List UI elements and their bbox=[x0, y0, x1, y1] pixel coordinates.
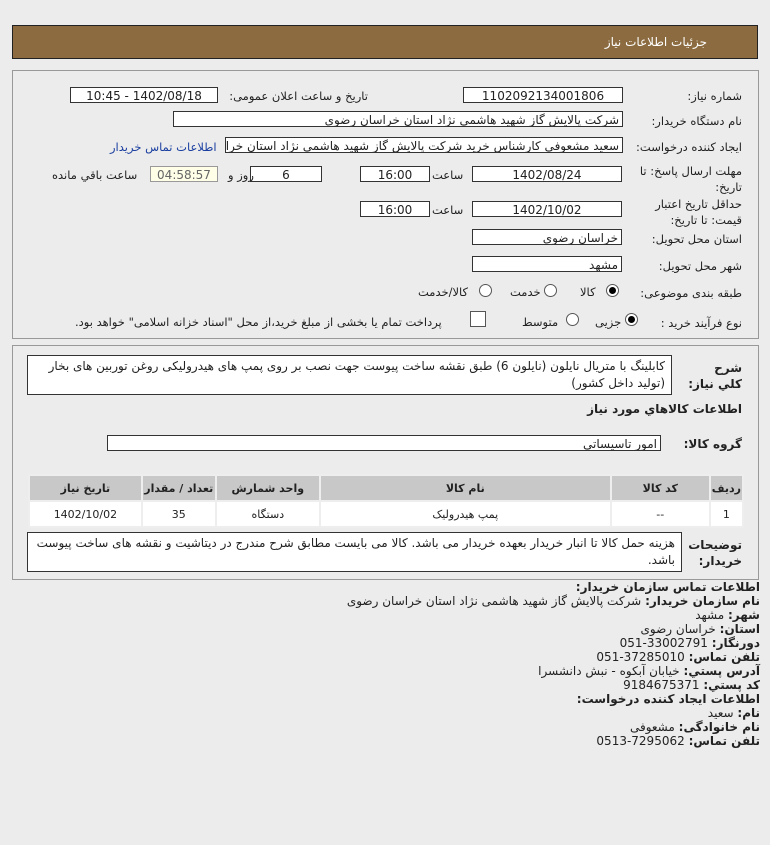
treasury-payment-checkbox[interactable] bbox=[470, 311, 486, 327]
cell-name: پمپ هیدرولیک bbox=[318, 500, 612, 528]
org-value: شرکت پالایش گاز شهید هاشمی نژاد استان خر… bbox=[346, 594, 642, 608]
col-code: کد کالا bbox=[609, 474, 711, 502]
announce-label: تاریخ و ساعت اعلان عمومی: bbox=[229, 89, 368, 103]
org-label: نام سازمان خریدار: bbox=[645, 594, 760, 608]
province-label: استان: bbox=[719, 622, 760, 636]
category-option-service: خدمت bbox=[510, 285, 541, 299]
notes-field: هزینه حمل کالا تا انبار خریدار بعهده خری… bbox=[27, 532, 682, 572]
fax-value: 051-33002791 bbox=[619, 636, 708, 650]
creator-phone-value: 0513-7295062 bbox=[596, 734, 685, 748]
creator-phone-label: تلفن تماس: bbox=[688, 734, 760, 748]
col-row: ردیف bbox=[708, 474, 745, 502]
days-field[interactable]: 6 bbox=[250, 166, 322, 182]
description-label: شرح کلي نیاز: bbox=[688, 361, 742, 391]
fax-label: دورنگار: bbox=[711, 636, 760, 650]
buyer-field[interactable]: شرکت پالایش گاز شهید هاشمی نژاد استان خر… bbox=[173, 111, 623, 127]
category-option-goods: کالا bbox=[580, 285, 596, 299]
need-number-label: شماره نیاز: bbox=[687, 89, 742, 103]
validity-label: حداقل تاریخ اعتبار قیمت: تا تاریخ: bbox=[655, 197, 742, 227]
process-radio-minor[interactable] bbox=[625, 313, 638, 326]
address-value: خیابان آبکوه - نبش دانشسرا bbox=[538, 664, 680, 678]
city-value: مشهد bbox=[695, 608, 725, 622]
goods-group-label: گروه کالا: bbox=[683, 437, 742, 451]
description-field: کابلینگ با متریال نایلون (نایلون 6) طبق … bbox=[27, 355, 672, 395]
process-radio-medium[interactable] bbox=[566, 313, 579, 326]
goods-section-title: اطلاعات کالاهاي مورد نياز bbox=[587, 402, 742, 416]
cell-qty: 35 bbox=[140, 500, 217, 528]
family-value: مشعوفی bbox=[629, 720, 675, 734]
category-option-both: کالا/خدمت bbox=[418, 285, 469, 299]
city-label: شهر: bbox=[728, 608, 760, 622]
deadline-time-field[interactable]: 16:00 bbox=[360, 166, 430, 182]
page-title: جزئیات اطلاعات نیاز bbox=[604, 35, 707, 49]
cell-date: 1402/10/02 bbox=[28, 500, 143, 528]
buyer-contact-link[interactable]: اطلاعات تماس خریدار bbox=[110, 140, 217, 154]
treasury-payment-note: پرداخت تمام یا بخشی از مبلغ خرید،از محل … bbox=[75, 315, 442, 329]
contact-title: اطلاعات تماس سازمان خریدار: bbox=[575, 580, 760, 594]
remaining-time-field: 04:58:57 bbox=[150, 166, 218, 182]
notes-label: توضیحات خریدار: bbox=[688, 538, 742, 568]
phone-value: 051-37285010 bbox=[596, 650, 685, 664]
buyer-label: نام دستگاه خریدار: bbox=[651, 114, 742, 128]
address-label: آدرس پستي: bbox=[683, 664, 760, 678]
category-label: طبقه بندی موضوعی: bbox=[640, 286, 742, 300]
deadline-time-label: ساعت bbox=[432, 168, 464, 182]
province-field[interactable]: خراسان رضوی bbox=[472, 229, 622, 245]
col-name: نام کالا bbox=[318, 474, 612, 502]
goods-table: ردیف کد کالا نام کالا واحد شمارش تعداد /… bbox=[28, 474, 745, 528]
category-radio-service[interactable] bbox=[544, 284, 557, 297]
days-label: روز و bbox=[228, 168, 254, 182]
category-radio-both[interactable] bbox=[479, 284, 492, 297]
cell-unit: دستگاه bbox=[214, 500, 321, 528]
process-label: نوع فرآیند خرید : bbox=[660, 316, 742, 330]
deadline-label: مهلت ارسال پاسخ: تا تاریخ: bbox=[639, 164, 742, 194]
cell-code: -- bbox=[609, 500, 711, 528]
creator-contact-title: اطلاعات ایجاد کننده درخواست: bbox=[576, 692, 760, 706]
deadline-date-field[interactable]: 1402/08/24 bbox=[472, 166, 622, 182]
creator-field[interactable]: سعید مشعوفی کارشناس خرید شرکت پالایش گاز… bbox=[225, 137, 623, 153]
page-header: جزئیات اطلاعات نیاز bbox=[12, 25, 758, 59]
col-unit: واحد شمارش bbox=[214, 474, 321, 502]
need-number-field[interactable]: 1102092134001806 bbox=[463, 87, 623, 103]
cell-row: 1 bbox=[708, 500, 745, 528]
col-qty: تعداد / مقدار bbox=[140, 474, 217, 502]
remaining-label: ساعت باقي مانده bbox=[52, 168, 138, 182]
name-value: سعید bbox=[707, 706, 734, 720]
province-label: استان محل تحویل: bbox=[651, 232, 742, 246]
validity-time-label: ساعت bbox=[432, 203, 464, 217]
process-option-medium: متوسط bbox=[522, 315, 559, 329]
family-label: نام خانوادگی: bbox=[678, 720, 760, 734]
name-label: نام: bbox=[737, 706, 760, 720]
goods-group-field[interactable]: امور تاسیساتی bbox=[107, 435, 661, 451]
table-row: 1 -- پمپ هیدرولیک دستگاه 35 1402/10/02 bbox=[28, 500, 745, 528]
announce-field[interactable]: 1402/08/18 - 10:45 bbox=[70, 87, 218, 103]
contact-section: اطلاعات تماس سازمان خریدار: نام سازمان خ… bbox=[0, 580, 760, 748]
process-option-minor: جزیی bbox=[595, 315, 622, 329]
postal-label: کد پستي: bbox=[703, 678, 760, 692]
postal-value: 9184675371 bbox=[623, 678, 700, 692]
validity-date-field[interactable]: 1402/10/02 bbox=[472, 201, 622, 217]
category-radio-goods[interactable] bbox=[606, 284, 619, 297]
phone-label: تلفن تماس: bbox=[688, 650, 760, 664]
city-field[interactable]: مشهد bbox=[472, 256, 622, 272]
col-date: تاریخ نیاز bbox=[28, 474, 143, 502]
creator-label: ایجاد کننده درخواست: bbox=[636, 140, 742, 154]
city-label: شهر محل تحویل: bbox=[658, 259, 742, 273]
validity-time-field[interactable]: 16:00 bbox=[360, 201, 430, 217]
province-value: خراسان رضوی bbox=[640, 622, 716, 636]
